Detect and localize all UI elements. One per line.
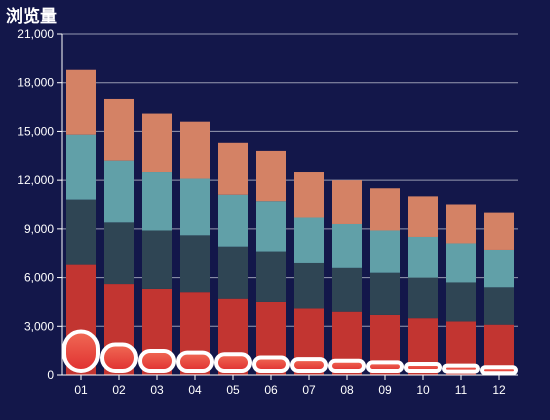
bar-segment	[484, 249, 514, 288]
x-tick-label: 08	[340, 383, 354, 397]
bar-segment	[446, 282, 476, 322]
bar-segment	[180, 235, 210, 293]
base-pill	[138, 349, 176, 373]
bar-segment	[370, 188, 400, 231]
x-tick-label: 11	[455, 383, 468, 397]
x-tick-label: 03	[150, 383, 164, 397]
x-tick-label: 05	[226, 383, 240, 397]
y-tick-label: 0	[47, 368, 54, 382]
base-pill	[214, 352, 252, 373]
bar-segment	[446, 204, 476, 244]
tick-labels: 0 3,000 6,000 9,000 12,000 15,000 18,000 21,000…	[17, 27, 506, 397]
bar-segment	[180, 121, 210, 179]
x-tick-label: 07	[302, 383, 316, 397]
bar-segment	[66, 199, 96, 265]
bars	[66, 69, 514, 375]
y-tick-label: 9,000	[24, 222, 54, 236]
bar-segment	[256, 251, 286, 302]
bar-segment	[332, 180, 362, 224]
x-tick-label: 10	[416, 383, 430, 397]
y-tick-label: 3,000	[24, 319, 54, 333]
bar-segment	[484, 212, 514, 250]
bar-segment	[408, 236, 438, 278]
bar-segment	[104, 160, 134, 223]
bar-segment	[294, 172, 324, 218]
bar-segment	[408, 196, 438, 237]
x-tick-label: 01	[74, 383, 88, 397]
base-pills	[62, 329, 518, 376]
bar-segment	[332, 267, 362, 312]
bar-segment	[218, 142, 248, 195]
base-pill	[366, 360, 404, 373]
y-tick-label: 12,000	[17, 173, 54, 187]
bar-segment	[218, 194, 248, 247]
x-tick-label: 06	[264, 383, 278, 397]
bar-segment	[104, 98, 134, 161]
bar-segment	[142, 230, 172, 289]
bar-segment	[256, 150, 286, 202]
x-tick-label: 04	[188, 383, 202, 397]
bar-segment	[256, 201, 286, 252]
bar-segment	[142, 113, 172, 173]
bar-segment	[66, 69, 96, 135]
base-pill	[176, 350, 214, 373]
base-pill	[290, 357, 328, 373]
base-pill	[328, 358, 366, 373]
y-tick-label: 21,000	[17, 27, 54, 41]
bar-segment	[294, 217, 324, 263]
base-pill	[480, 365, 518, 376]
bar-segment	[66, 134, 96, 200]
x-tick-label: 02	[112, 383, 126, 397]
bar-segment	[104, 222, 134, 285]
y-tick-label: 6,000	[24, 271, 54, 285]
bar-segment	[484, 287, 514, 325]
bar-segment	[370, 230, 400, 273]
axes	[57, 33, 518, 380]
bar-segment	[446, 243, 476, 283]
x-tick-label: 09	[378, 383, 392, 397]
base-pill	[442, 363, 480, 374]
base-pill	[252, 355, 290, 373]
bar-segment	[332, 223, 362, 268]
bar-segment	[142, 172, 172, 231]
grid-lines	[62, 33, 518, 327]
y-tick-label: 15,000	[17, 124, 54, 138]
bar-segment	[370, 272, 400, 315]
x-tick-label: 12	[492, 383, 506, 397]
y-tick-label: 18,000	[17, 76, 54, 90]
chart-title: 浏览量	[6, 7, 57, 27]
bar-segment	[180, 178, 210, 236]
base-pill	[404, 362, 442, 373]
bar-segment	[294, 262, 324, 309]
bar-segment	[218, 246, 248, 299]
base-pill	[62, 329, 100, 373]
base-pill	[100, 342, 138, 373]
bar-segment	[408, 277, 438, 319]
